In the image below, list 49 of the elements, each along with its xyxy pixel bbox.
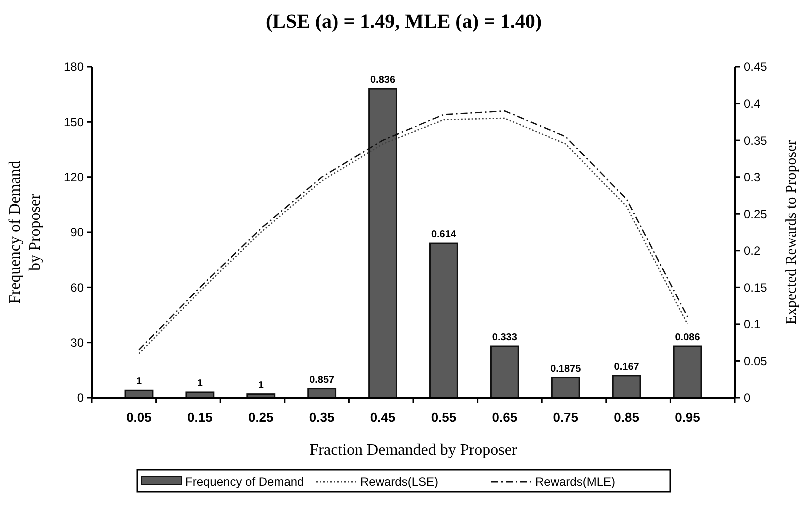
annotation: 0.836 [370, 75, 396, 86]
legend-label: Frequency of Demand [186, 475, 304, 490]
chart-title: (LSE (a) = 1.49, MLE (a) = 1.40) [266, 11, 542, 33]
y2-tick-label: 0.3 [744, 170, 762, 185]
y-tick-label: 90 [70, 226, 84, 240]
y-tick-label: 30 [70, 336, 84, 350]
x-tick-label: 0.15 [188, 410, 213, 425]
annotation: 1 [258, 380, 264, 392]
x-tick-label: 0.55 [431, 410, 457, 425]
y-tick-label: 180 [64, 60, 84, 74]
annotation: 0.167 [614, 362, 640, 373]
y2-tick-label: 0.2 [744, 244, 762, 258]
x-axis-title: Fraction Demanded by Proposer [310, 442, 518, 459]
annotation: 1 [136, 376, 142, 388]
y2-tick-label: 0.05 [744, 354, 768, 368]
y-tick-label: 0 [77, 391, 84, 406]
y2-tick-label: 0.45 [744, 60, 768, 74]
x-tick-label: 0.45 [370, 410, 396, 425]
bar [612, 375, 642, 399]
y2-tick-label: 0 [744, 391, 751, 406]
x-tick-label: 0.95 [675, 410, 700, 425]
x-tick-label: 0.05 [126, 410, 152, 425]
x-tick-label: 0.65 [492, 410, 518, 425]
y-tick-label: 120 [64, 170, 84, 185]
annotation: 0.086 [675, 332, 701, 344]
legend-label: Rewards(LSE) [360, 475, 439, 490]
legend-label: Rewards(MLE) [536, 475, 616, 490]
annotation: 0.333 [492, 332, 518, 344]
x-tick-label: 0.35 [309, 410, 335, 425]
y-tick-label: 150 [64, 115, 84, 130]
bar [551, 377, 580, 399]
x-tick-label: 0.85 [614, 410, 640, 425]
y2-tick-label: 0.4 [744, 96, 762, 111]
y2-tick-label: 0.35 [744, 134, 768, 148]
bar [490, 346, 520, 399]
x-tick-label: 0.75 [553, 410, 579, 425]
y-axis-title: Frequency of Demand by Proposer [7, 160, 44, 304]
y2-tick-label: 0.25 [744, 207, 768, 222]
annotation: 1 [197, 378, 204, 390]
y-tick-label: 60 [70, 280, 84, 295]
bar [430, 242, 458, 399]
x-tick-label: 0.25 [248, 410, 274, 425]
y2-axis-title: Expected Rewards to Proposer [784, 140, 800, 325]
annotation: 0.614 [431, 230, 457, 241]
y2-tick-label: 0.15 [744, 280, 768, 295]
y2-tick-label: 0.1 [744, 318, 762, 332]
bar [673, 346, 702, 399]
annotation: 0.1875 [550, 364, 582, 375]
annotation: 0.857 [310, 374, 336, 386]
